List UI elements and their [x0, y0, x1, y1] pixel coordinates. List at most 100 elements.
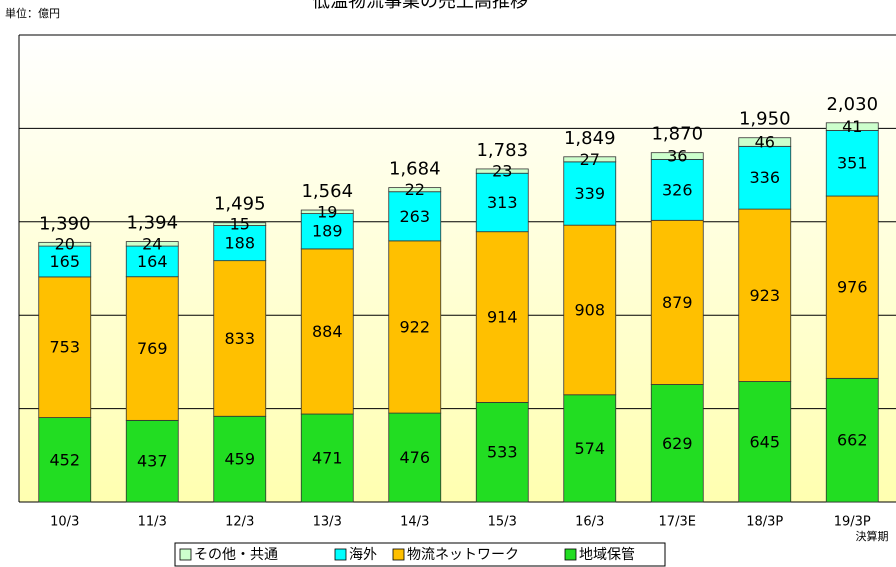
data-label: 753 — [49, 338, 80, 357]
bar-segment — [650, 159, 704, 221]
data-label: 452 — [49, 450, 80, 469]
bar-segment — [300, 248, 354, 415]
legend-swatch — [334, 548, 347, 561]
total-label: 2,030 — [826, 94, 878, 115]
data-label: 923 — [749, 286, 780, 305]
bar-segment — [563, 394, 617, 503]
data-label: 189 — [312, 222, 343, 241]
bar-segment — [650, 219, 704, 385]
x-tick-label: 17/3E — [659, 515, 696, 530]
bar-segment — [825, 195, 879, 379]
bar-segment — [388, 240, 442, 414]
x-tick-label: 11/3 — [138, 515, 167, 530]
legend-swatch — [392, 548, 405, 561]
data-label: 437 — [137, 452, 168, 471]
bar-segment — [563, 156, 617, 163]
legend-label: 海外 — [349, 547, 377, 563]
bar-segment — [563, 224, 617, 396]
total-label: 1,684 — [389, 159, 441, 180]
bar-segment — [38, 417, 92, 503]
bar-segment — [825, 377, 879, 503]
data-label: 27 — [580, 150, 600, 169]
data-label: 22 — [405, 180, 425, 199]
data-label: 165 — [49, 252, 80, 271]
data-label: 23 — [492, 162, 512, 181]
bar-segment — [38, 245, 92, 278]
legend-swatch — [179, 548, 192, 561]
x-tick-label: 18/3P — [746, 515, 783, 530]
x-tick-label: 19/3P — [834, 515, 871, 530]
data-label: 922 — [399, 317, 430, 336]
data-label: 188 — [224, 234, 255, 253]
bar-segment — [300, 209, 354, 214]
data-label: 884 — [312, 322, 343, 341]
bar-segment — [475, 172, 529, 233]
bar-segment — [125, 241, 179, 247]
total-label: 1,564 — [301, 181, 353, 202]
data-label: 471 — [312, 449, 343, 468]
x-tick-label: 12/3 — [225, 515, 254, 530]
data-label: 164 — [137, 252, 168, 271]
x-tick-label: 13/3 — [313, 515, 342, 530]
legend-box — [174, 542, 666, 567]
data-label: 336 — [749, 168, 780, 187]
bar-segment — [213, 415, 267, 503]
data-label: 769 — [137, 339, 168, 358]
bar-segment — [650, 152, 704, 160]
data-label: 645 — [749, 432, 780, 451]
data-label: 908 — [574, 300, 605, 319]
total-label: 1,950 — [739, 109, 791, 130]
data-label: 629 — [662, 434, 693, 453]
bar-segment — [738, 137, 792, 147]
bar-segment — [125, 245, 179, 278]
x-tick-label: 16/3 — [575, 515, 604, 530]
data-label: 914 — [487, 308, 518, 327]
bar-segment — [738, 145, 792, 210]
data-label: 459 — [224, 450, 255, 469]
data-label: 662 — [837, 431, 868, 450]
bar-segment — [475, 168, 529, 174]
data-label: 24 — [142, 234, 162, 253]
data-label: 46 — [755, 133, 775, 152]
legend-label: その他・共通 — [194, 547, 278, 563]
data-label: 41 — [842, 117, 862, 136]
legend-swatch — [564, 548, 577, 561]
total-label: 1,870 — [651, 124, 703, 145]
total-label: 1,849 — [564, 128, 616, 149]
bar-segment — [125, 419, 179, 503]
legend-label: 地域保管 — [579, 547, 635, 563]
data-label: 36 — [667, 147, 687, 166]
total-label: 1,394 — [126, 213, 178, 234]
data-label: 15 — [230, 215, 250, 234]
legend-label: 物流ネットワーク — [407, 547, 519, 563]
bar-segment — [388, 412, 442, 503]
data-label: 19 — [317, 202, 337, 221]
bar-segment — [125, 276, 179, 421]
x-tick-label: 10/3 — [50, 515, 79, 530]
data-label: 879 — [662, 293, 693, 312]
bar-segment — [475, 402, 529, 503]
data-label: 574 — [574, 439, 605, 458]
data-label: 313 — [487, 193, 518, 212]
bar-segment — [825, 122, 879, 131]
x-axis-label: 決算期 — [856, 529, 889, 543]
data-label: 351 — [837, 154, 868, 173]
total-label: 1,495 — [214, 194, 266, 215]
data-label: 476 — [399, 448, 430, 467]
bar-segment — [38, 241, 92, 247]
chart-title: 低温物流事業の売上高推移 — [312, 0, 528, 12]
bar-segment — [300, 213, 354, 250]
bar-segment — [213, 225, 267, 262]
x-tick-label: 15/3 — [488, 515, 517, 530]
bar-segment — [738, 381, 792, 503]
bar-segment — [388, 187, 442, 193]
total-label: 1,783 — [476, 140, 528, 161]
data-label: 263 — [399, 207, 430, 226]
data-label: 20 — [55, 235, 75, 254]
bar-segment — [213, 222, 267, 226]
data-label: 339 — [574, 184, 605, 203]
bar-segment — [300, 413, 354, 503]
x-tick-label: 14/3 — [400, 515, 429, 530]
data-label: 326 — [662, 180, 693, 199]
